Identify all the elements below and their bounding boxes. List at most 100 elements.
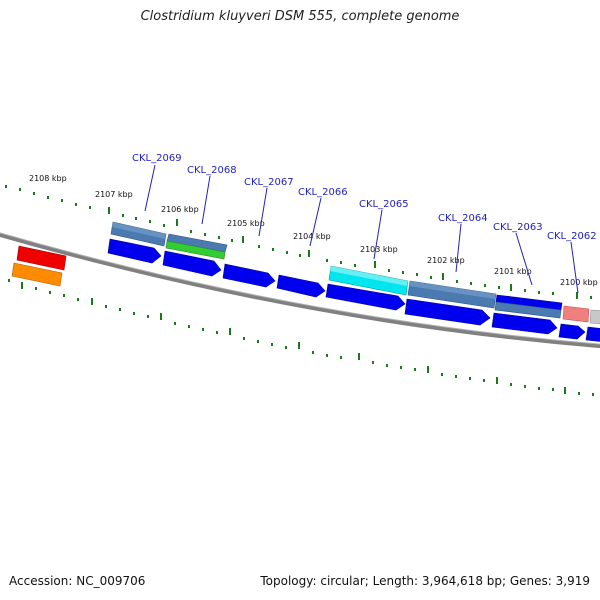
kbp-label: 2106 kbp bbox=[161, 205, 199, 214]
major-tick bbox=[298, 342, 300, 349]
tick bbox=[33, 192, 35, 195]
tick bbox=[340, 261, 342, 264]
gene-label-ckl-2067[interactable]: CKL_2067 bbox=[244, 177, 294, 188]
tick bbox=[75, 203, 77, 206]
gene-feature-ckl-2068-green[interactable] bbox=[165, 240, 226, 260]
tick bbox=[414, 368, 416, 371]
tick bbox=[456, 280, 458, 283]
cds-arrow[interactable] bbox=[558, 323, 586, 340]
major-tick bbox=[21, 282, 23, 289]
gene-feature-orange[interactable] bbox=[11, 262, 63, 287]
major-tick bbox=[242, 236, 244, 243]
tick bbox=[135, 217, 137, 220]
cds-arrow[interactable] bbox=[222, 263, 276, 288]
tick bbox=[484, 284, 486, 287]
tick bbox=[285, 346, 287, 349]
tick bbox=[416, 273, 418, 276]
major-tick bbox=[108, 207, 110, 214]
leader-line bbox=[258, 187, 268, 237]
cds-arrow[interactable] bbox=[276, 274, 326, 298]
gene-feature-red[interactable] bbox=[16, 245, 67, 271]
kbp-label: 2108 kbp bbox=[29, 174, 67, 183]
cds-arrow[interactable] bbox=[585, 326, 600, 342]
tick bbox=[498, 286, 500, 289]
gene-feature-ckl-2063-b[interactable] bbox=[494, 301, 562, 319]
cds-track[interactable] bbox=[107, 238, 600, 342]
tick bbox=[592, 393, 594, 396]
tick bbox=[231, 239, 233, 242]
major-tick bbox=[229, 328, 231, 335]
gene-feature-ckl-2062[interactable] bbox=[562, 305, 590, 323]
kbp-label: 2102 kbp bbox=[427, 256, 465, 265]
cds-arrow[interactable] bbox=[107, 238, 162, 264]
gene-label-ckl-2066[interactable]: CKL_2066 bbox=[298, 187, 348, 198]
cds-arrow[interactable] bbox=[325, 283, 406, 311]
gene-label-ckl-2065[interactable]: CKL_2065 bbox=[359, 199, 409, 210]
tick bbox=[5, 185, 7, 188]
tick bbox=[19, 188, 21, 191]
tick bbox=[455, 375, 457, 378]
major-tick bbox=[308, 250, 310, 257]
leader-line bbox=[373, 209, 383, 260]
annotation-track[interactable] bbox=[11, 221, 600, 325]
major-tick bbox=[496, 377, 498, 384]
tick bbox=[174, 322, 176, 325]
tick bbox=[258, 245, 260, 248]
accession-label: Accession: NC_009706 bbox=[9, 574, 146, 588]
genome-backbone-highlight bbox=[0, 232, 600, 345]
kbp-label: 2100 kbp bbox=[560, 278, 598, 287]
gene-label-ckl-2069[interactable]: CKL_2069 bbox=[132, 153, 182, 164]
gene-label-ckl-2062[interactable]: CKL_2062 bbox=[547, 231, 597, 242]
leader-line bbox=[309, 197, 322, 247]
genome-summary: Topology: circular; Length: 3,964,618 bp… bbox=[260, 574, 590, 588]
tick bbox=[388, 269, 390, 272]
major-tick bbox=[576, 292, 578, 299]
tick bbox=[243, 337, 245, 340]
inner-ticks bbox=[8, 279, 594, 396]
cds-arrow[interactable] bbox=[491, 312, 558, 335]
tick bbox=[149, 220, 151, 223]
tick bbox=[470, 282, 472, 285]
tick bbox=[133, 312, 135, 315]
gene-feature-shade bbox=[112, 222, 166, 239]
tick bbox=[216, 331, 218, 334]
tick bbox=[163, 224, 165, 227]
outer-ticks bbox=[5, 185, 592, 299]
kbp-label: 2105 kbp bbox=[227, 219, 265, 228]
gene-label-ckl-2068[interactable]: CKL_2068 bbox=[187, 165, 237, 176]
tick bbox=[524, 289, 526, 292]
tick bbox=[386, 364, 388, 367]
tick bbox=[326, 259, 328, 262]
cds-arrow[interactable] bbox=[404, 298, 491, 326]
gene-feature-shade bbox=[409, 281, 496, 299]
major-tick bbox=[160, 313, 162, 320]
tick bbox=[147, 315, 149, 318]
gene-feature-grey[interactable] bbox=[589, 309, 600, 325]
tick bbox=[312, 351, 314, 354]
leader-line bbox=[515, 232, 533, 286]
gene-labels: CKL_2069 CKL_2068 CKL_2067 CKL_2066 CKL_… bbox=[132, 153, 597, 242]
tick bbox=[400, 366, 402, 369]
tick bbox=[286, 251, 288, 254]
map-title: Clostridium kluyveri DSM 555, complete g… bbox=[140, 9, 460, 24]
tick bbox=[552, 388, 554, 391]
tick bbox=[35, 287, 37, 290]
leader-line bbox=[201, 175, 211, 225]
gene-label-ckl-2063[interactable]: CKL_2063 bbox=[493, 222, 543, 233]
leader-line bbox=[455, 223, 462, 273]
tick bbox=[483, 379, 485, 382]
tick bbox=[218, 236, 220, 239]
tick bbox=[61, 199, 63, 202]
tick bbox=[372, 361, 374, 364]
tick bbox=[63, 294, 65, 297]
major-tick bbox=[564, 387, 566, 394]
tick bbox=[271, 343, 273, 346]
cds-arrow[interactable] bbox=[162, 250, 222, 277]
tick bbox=[299, 254, 301, 257]
tick bbox=[188, 325, 190, 328]
major-tick bbox=[358, 353, 360, 360]
tick bbox=[538, 291, 540, 294]
gene-label-ckl-2064[interactable]: CKL_2064 bbox=[438, 213, 488, 224]
